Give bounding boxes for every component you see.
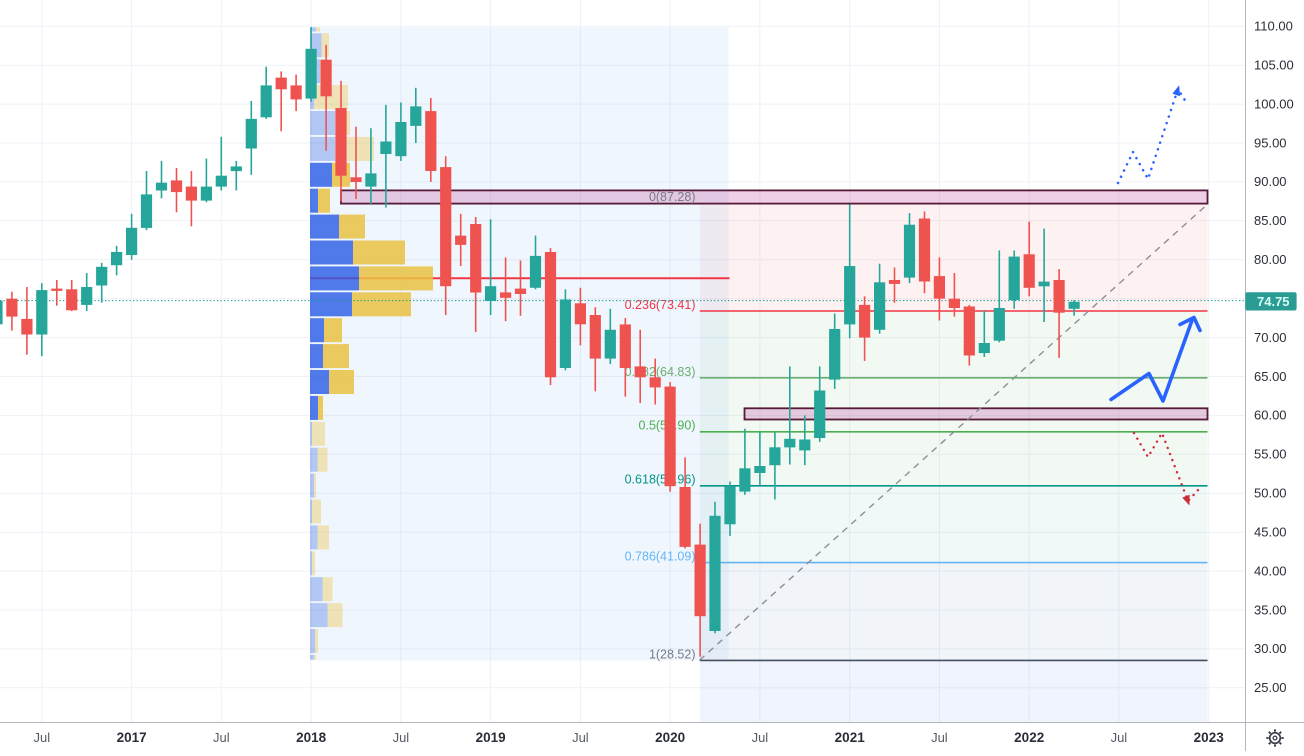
svg-text:80.00: 80.00 [1254,252,1287,267]
svg-text:50.00: 50.00 [1254,486,1287,501]
svg-text:2022: 2022 [1014,730,1044,745]
svg-text:2020: 2020 [655,730,685,745]
svg-text:90.00: 90.00 [1254,174,1287,189]
svg-text:74.75: 74.75 [1257,294,1290,309]
svg-text:95.00: 95.00 [1254,135,1287,150]
svg-text:110.00: 110.00 [1254,19,1293,34]
svg-text:55.00: 55.00 [1254,447,1287,462]
svg-text:25.00: 25.00 [1254,680,1287,695]
svg-text:Jul: Jul [931,730,948,745]
svg-text:Jul: Jul [393,730,410,745]
svg-text:65.00: 65.00 [1254,369,1287,384]
svg-text:40.00: 40.00 [1254,563,1287,578]
svg-text:1(28.52): 1(28.52) [649,648,696,662]
svg-text:2019: 2019 [476,730,506,745]
svg-text:2017: 2017 [117,730,147,745]
svg-text:105.00: 105.00 [1254,58,1294,73]
svg-text:100.00: 100.00 [1254,96,1294,111]
svg-text:2018: 2018 [296,730,327,745]
svg-text:2023: 2023 [1194,730,1225,745]
svg-text:35.00: 35.00 [1254,602,1287,617]
svg-text:Jul: Jul [572,730,589,745]
svg-text:Jul: Jul [213,730,230,745]
svg-text:Jul: Jul [33,730,50,745]
svg-text:60.00: 60.00 [1254,408,1287,423]
svg-text:Jul: Jul [1111,730,1128,745]
svg-text:0(87.28): 0(87.28) [649,190,696,204]
svg-text:2021: 2021 [835,730,866,745]
svg-text:0.786(41.09): 0.786(41.09) [625,550,696,564]
svg-text:70.00: 70.00 [1254,330,1287,345]
svg-text:0.236(73.41): 0.236(73.41) [625,298,696,312]
svg-text:Jul: Jul [752,730,769,745]
svg-text:85.00: 85.00 [1254,213,1287,228]
svg-text:45.00: 45.00 [1254,525,1287,540]
svg-text:30.00: 30.00 [1254,641,1287,656]
